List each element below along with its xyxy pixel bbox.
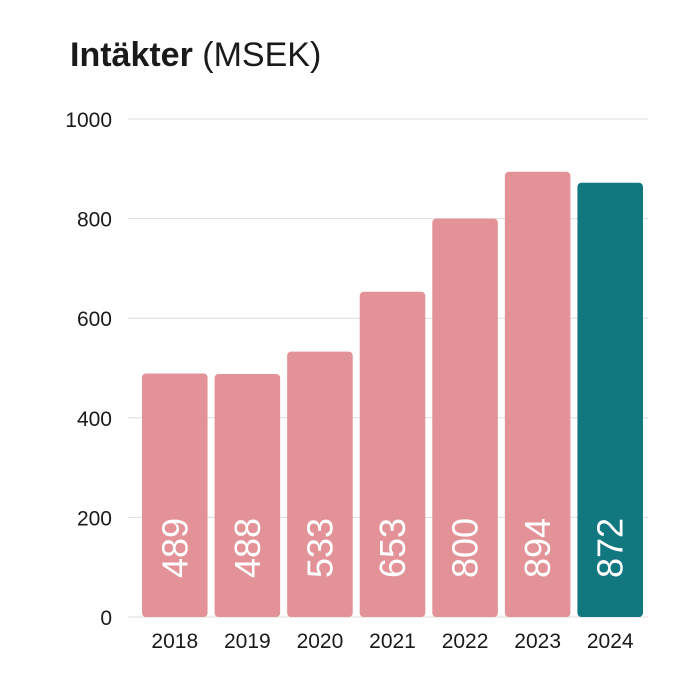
x-tick-label: 2023: [514, 630, 561, 653]
bar-value-label: 488: [227, 518, 268, 578]
y-tick-label: 200: [77, 507, 112, 530]
chart-title-main: Intäkter: [70, 36, 193, 74]
x-tick-label: 2020: [297, 630, 344, 653]
x-tick-label: 2024: [587, 630, 634, 653]
bars: 489 488 533 653 800 894 872: [142, 171, 643, 617]
y-tick-label: 800: [77, 209, 112, 232]
bar: [432, 218, 498, 617]
bar-value-label: 489: [154, 518, 195, 578]
y-tick-label: 1000: [65, 109, 112, 132]
bar: [287, 351, 353, 617]
x-tick-label: 2022: [442, 630, 489, 653]
bar: [577, 182, 643, 617]
x-tick-label: 2019: [224, 630, 271, 653]
bar: [359, 291, 426, 617]
y-tick-label: 400: [77, 408, 112, 431]
bar-value-label: 800: [445, 518, 486, 578]
bar-value-label: 653: [372, 518, 413, 578]
bar: [214, 373, 281, 617]
chart-title: Intäkter (MSEK): [70, 36, 321, 75]
bar-value-label: 872: [590, 518, 631, 578]
y-axis: 0 200 400 600 800 1000: [65, 109, 112, 630]
y-tick-label: 600: [77, 308, 112, 331]
x-tick-label: 2021: [369, 630, 416, 653]
bar-value-label: 533: [299, 518, 340, 578]
bar: [504, 171, 571, 617]
chart-title-unit: (MSEK): [202, 36, 322, 74]
bar: [142, 373, 208, 617]
y-tick-label: 0: [100, 607, 112, 630]
x-tick-label: 2018: [151, 630, 198, 653]
bar-value-label: 894: [517, 518, 558, 578]
x-axis: 2018 2019 2020 2021 2022 2023 2024: [151, 630, 633, 653]
